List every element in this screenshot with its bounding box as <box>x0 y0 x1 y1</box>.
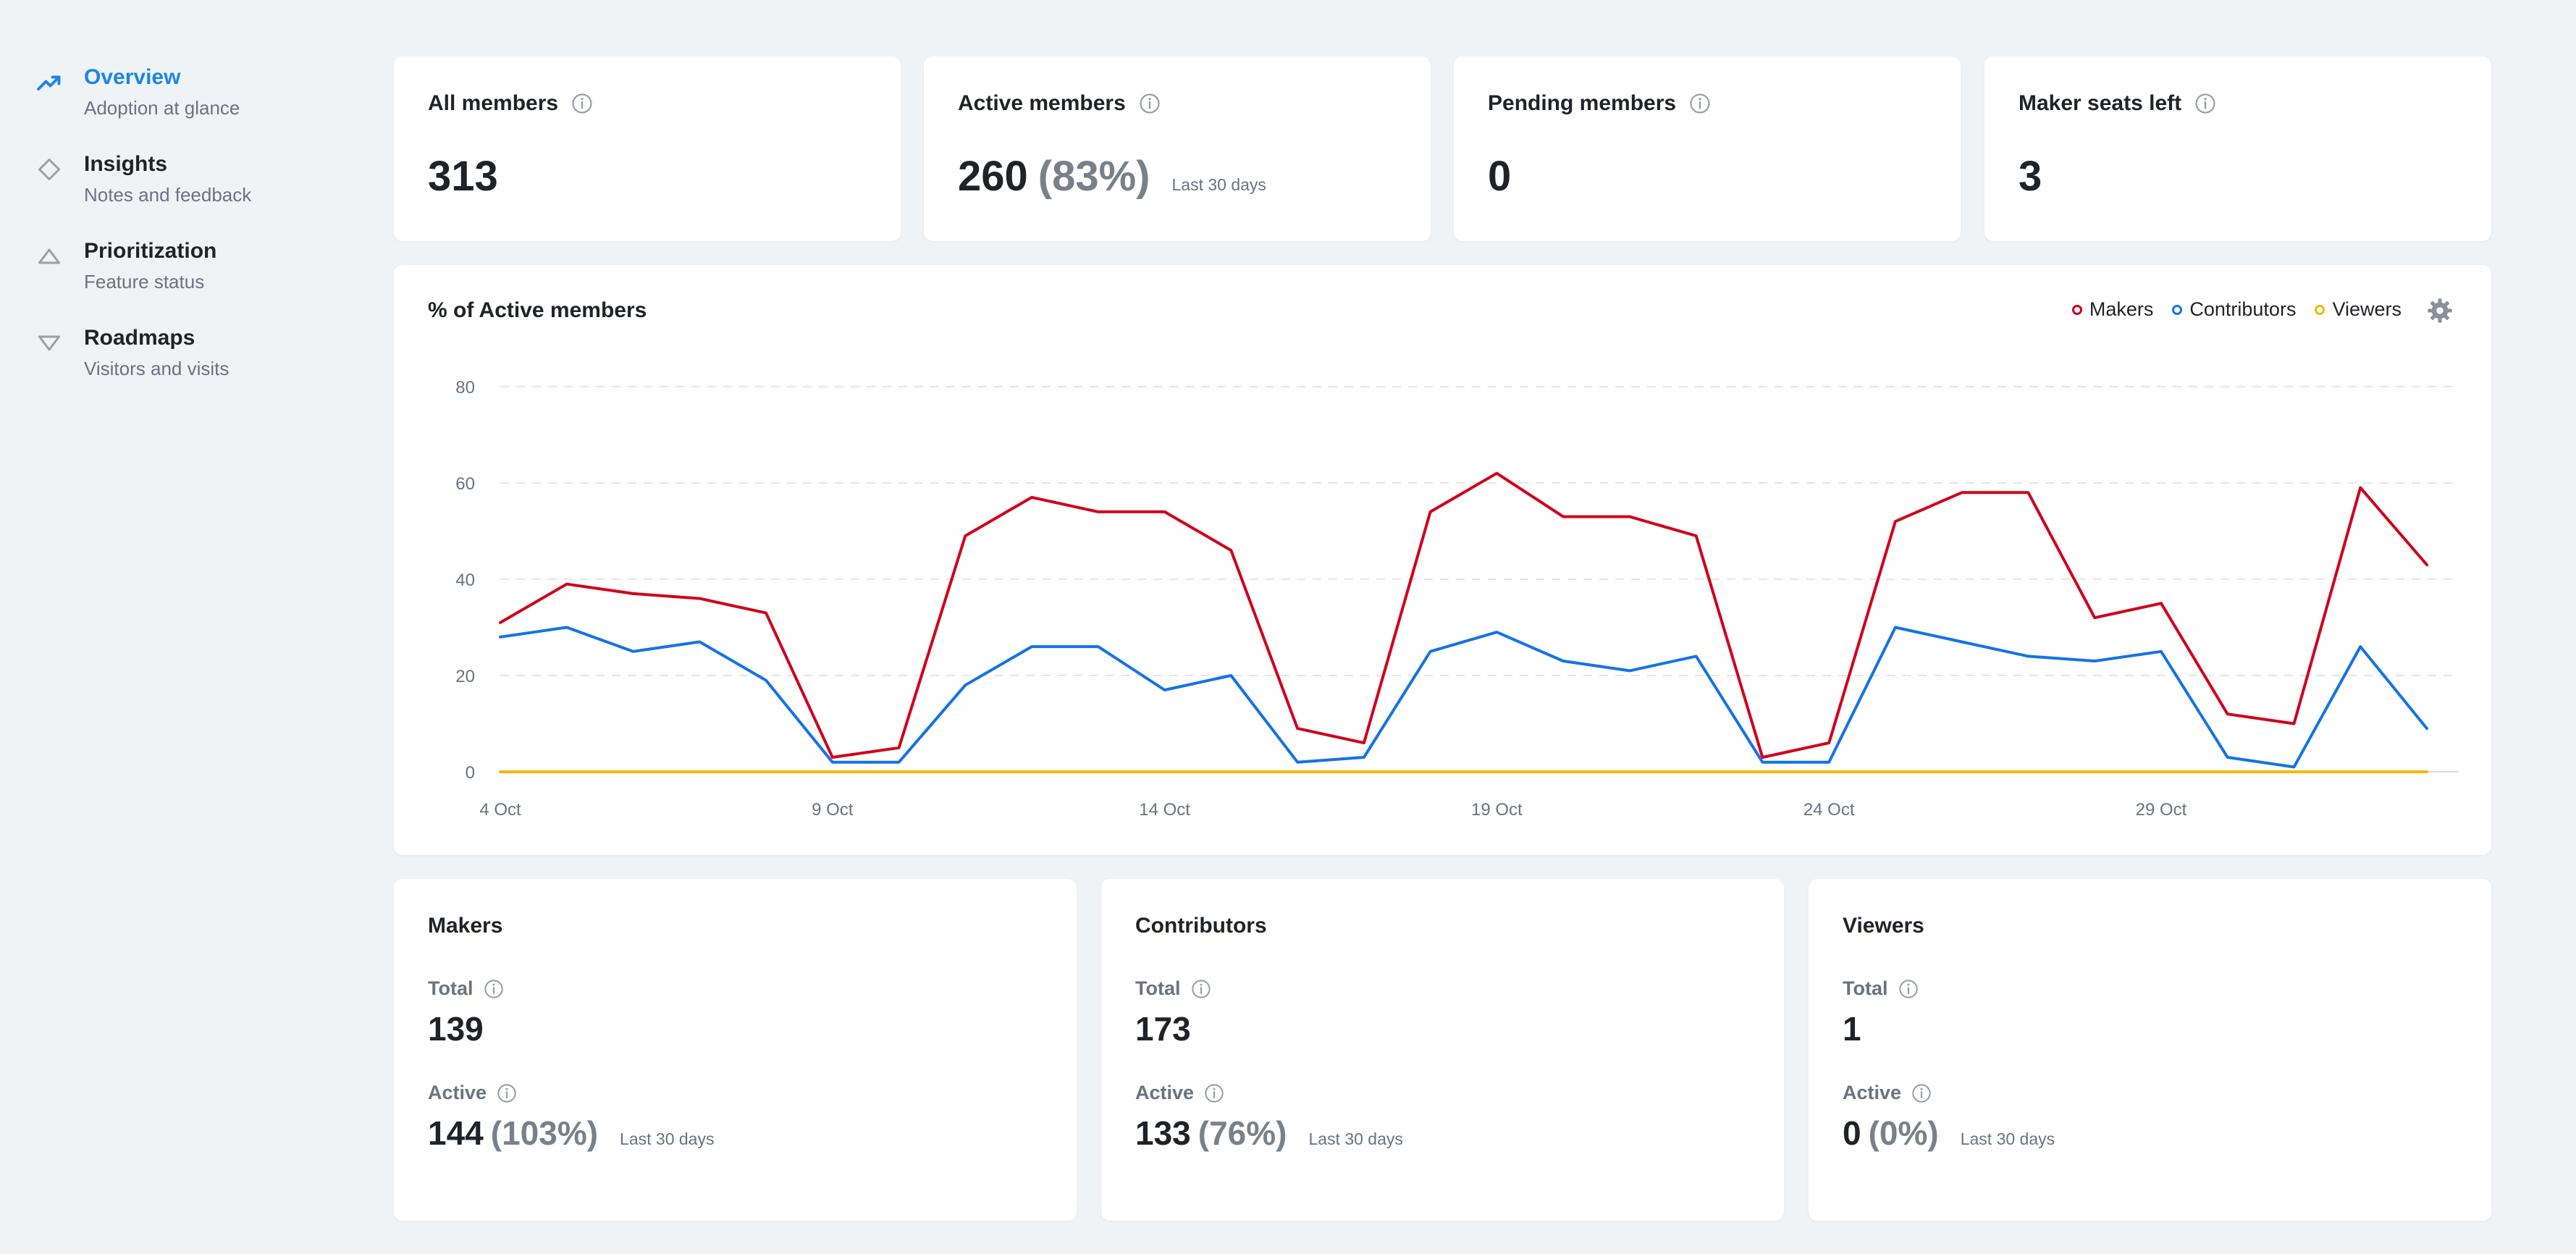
series-line-makers <box>499 471 2428 759</box>
active-members-value: 260 <box>958 153 1028 200</box>
period-label: Last 30 days <box>1308 1129 1403 1148</box>
active-percent: (103%) <box>490 1114 599 1152</box>
trend-up-icon <box>37 75 61 91</box>
legend-item-viewers[interactable]: Viewers <box>2315 298 2402 321</box>
x-tick-label: 14 Oct <box>1139 800 1190 820</box>
total-label: Total <box>428 977 473 999</box>
legend-item-makers[interactable]: Makers <box>2071 298 2154 321</box>
y-tick-label: 60 <box>455 474 475 494</box>
makers-card: Makers Total 139 Active 144 (103%) Last … <box>394 879 1077 1221</box>
info-icon[interactable] <box>1139 93 1161 114</box>
active-label: Active <box>1843 1082 1902 1103</box>
role-title: Makers <box>428 914 503 938</box>
pending-members-card: Pending members 0 <box>1454 56 1961 241</box>
x-tick-label: 19 Oct <box>1471 800 1523 820</box>
period-label: Last 30 days <box>620 1129 715 1148</box>
sidebar-item-title: Prioritization <box>84 239 217 263</box>
chart-legend: Makers Contributors Viewers <box>2071 298 2402 321</box>
gear-icon[interactable] <box>2426 297 2454 324</box>
legend-label: Viewers <box>2332 298 2402 320</box>
y-tick-label: 0 <box>466 763 475 783</box>
y-tick-label: 20 <box>455 667 475 686</box>
maker-seats-card: Maker seats left 3 <box>1984 56 2491 241</box>
maker-seats-value: 3 <box>2019 153 2042 200</box>
sidebar-item-title: Overview <box>84 65 181 89</box>
info-icon[interactable] <box>1204 1083 1224 1103</box>
active-label: Active <box>428 1082 487 1103</box>
legend-label: Contributors <box>2189 298 2297 320</box>
line-chart: 0 20 40 60 80 4 Oct 9 Oct 14 Oct 19 Oct 24 Oct 29 … <box>455 378 2459 820</box>
triangle-up-icon <box>38 248 60 264</box>
y-tick-label: 80 <box>455 378 475 397</box>
period-label: Last 30 days <box>1171 175 1266 194</box>
info-icon[interactable] <box>1911 1083 1932 1103</box>
all-members-value: 313 <box>428 153 498 200</box>
info-icon[interactable] <box>2194 93 2216 114</box>
active-value: 144 <box>428 1114 484 1152</box>
pending-members-value: 0 <box>1488 153 1512 200</box>
sidebar-item-subtitle: Feature status <box>84 271 205 293</box>
card-title: Maker seats left <box>2019 91 2182 115</box>
sidebar-item-overview[interactable]: Overview Adoption at glance <box>36 65 355 145</box>
info-icon[interactable] <box>1898 979 1919 999</box>
triangle-down-icon <box>38 335 60 351</box>
card-title: Pending members <box>1488 91 1677 115</box>
chart-title: % of Active members <box>428 298 647 322</box>
active-members-card: Active members 260 (83%) Last 30 days <box>924 56 1431 241</box>
x-tick-label: 24 Oct <box>1803 800 1855 820</box>
x-tick-label: 29 Oct <box>2136 800 2187 820</box>
total-label: Total <box>1135 977 1181 999</box>
legend-marker <box>2172 304 2183 315</box>
info-icon[interactable] <box>571 93 593 114</box>
role-title: Viewers <box>1843 914 1924 938</box>
role-title: Contributors <box>1135 914 1267 938</box>
sidebar-item-insights[interactable]: Insights Notes and feedback <box>36 152 355 232</box>
sidebar-item-subtitle: Notes and feedback <box>84 184 252 206</box>
sidebar: Overview Adoption at glance Insights Not… <box>0 0 376 1254</box>
sidebar-item-title: Insights <box>84 152 168 176</box>
legend-item-contributors[interactable]: Contributors <box>2172 298 2296 321</box>
card-title: All members <box>428 91 559 115</box>
active-percent: (76%) <box>1197 1114 1287 1152</box>
viewers-card: Viewers Total 1 Active 0 (0%) Last 30 da… <box>1809 879 2491 1221</box>
active-members-chart-card: % of Active members Makers Contributors … <box>394 265 2491 855</box>
active-members-percent: (83%) <box>1037 153 1150 200</box>
sidebar-item-subtitle: Visitors and visits <box>84 358 230 379</box>
total-value: 173 <box>1135 1010 1191 1048</box>
active-percent: (0%) <box>1868 1114 1939 1152</box>
period-label: Last 30 days <box>1960 1129 2055 1148</box>
active-value: 133 <box>1135 1114 1191 1152</box>
total-label: Total <box>1843 977 1888 999</box>
active-label: Active <box>1135 1082 1195 1103</box>
legend-marker <box>2071 304 2082 315</box>
info-icon[interactable] <box>1689 93 1711 114</box>
sidebar-item-subtitle: Adoption at glance <box>84 97 240 119</box>
total-value: 139 <box>428 1010 484 1048</box>
sidebar-item-prioritization[interactable]: Prioritization Feature status <box>36 239 355 319</box>
info-icon[interactable] <box>497 1083 517 1103</box>
total-value: 1 <box>1843 1010 1861 1048</box>
info-icon[interactable] <box>1191 979 1211 999</box>
diamond-icon <box>38 159 60 180</box>
card-title: Active members <box>958 91 1126 115</box>
contributors-card: Contributors Total 173 Active 133 (76%) … <box>1101 879 1784 1221</box>
x-tick-label: 9 Oct <box>812 800 854 820</box>
legend-label: Makers <box>2089 298 2154 320</box>
x-tick-label: 4 Oct <box>479 800 521 820</box>
series-line-contributors <box>499 626 2428 769</box>
sidebar-item-roadmaps[interactable]: Roadmaps Visitors and visits <box>36 326 355 405</box>
sidebar-item-title: Roadmaps <box>84 326 195 350</box>
all-members-card: All members 313 <box>394 56 901 241</box>
active-value: 0 <box>1843 1114 1861 1152</box>
y-tick-label: 40 <box>455 571 475 590</box>
info-icon[interactable] <box>484 979 504 999</box>
legend-marker <box>2315 304 2325 315</box>
